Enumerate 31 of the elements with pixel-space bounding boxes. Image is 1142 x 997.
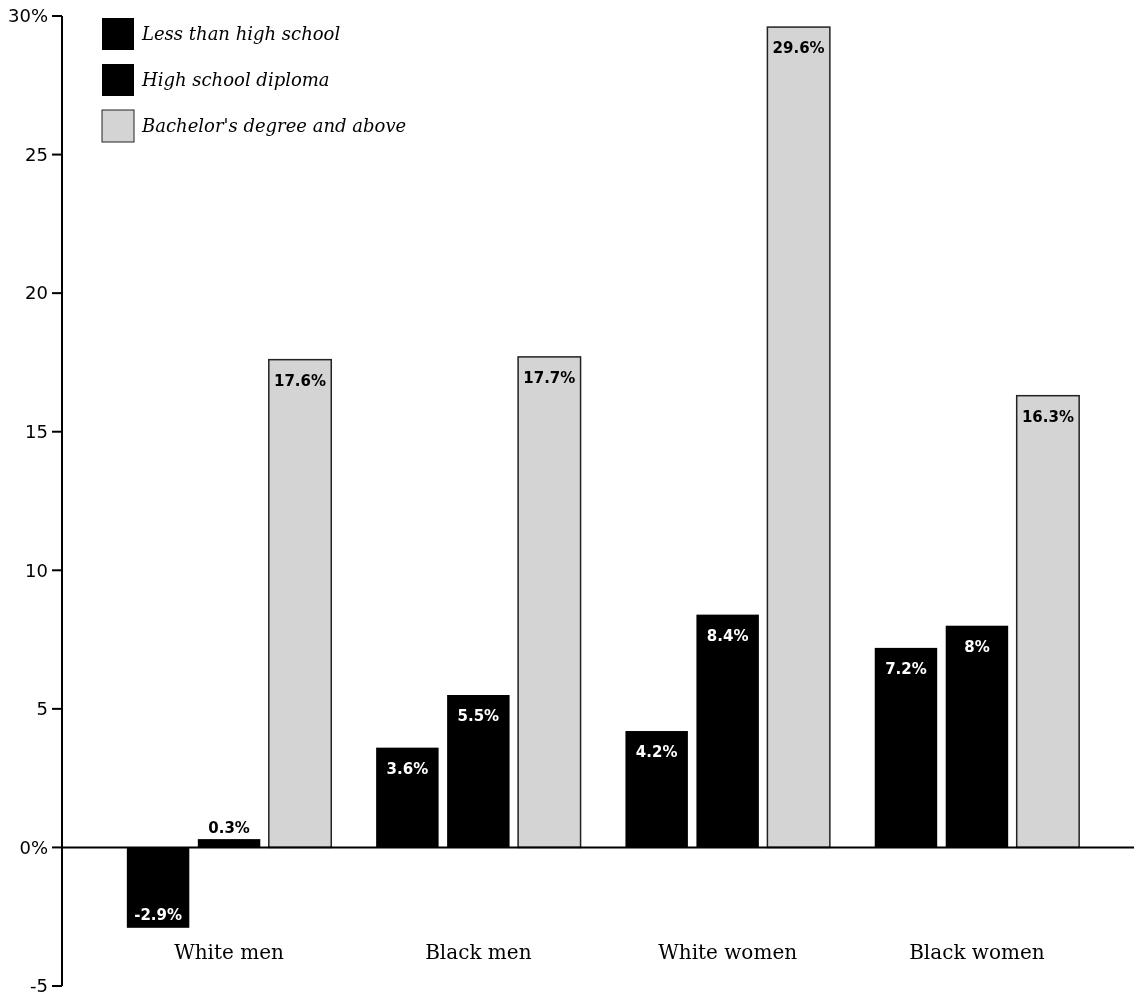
y-tick-label: 25 bbox=[25, 143, 48, 165]
data-label: 8% bbox=[964, 637, 990, 656]
bar bbox=[1015, 394, 1080, 849]
data-label: 17.6% bbox=[274, 371, 327, 390]
data-label: 5.5% bbox=[457, 707, 500, 725]
y-tick-label: -5 bbox=[30, 975, 48, 997]
data-label: 8.4% bbox=[706, 626, 749, 645]
y-tick-label: 10 bbox=[25, 559, 48, 581]
data-label: 16.3% bbox=[1021, 407, 1074, 426]
data-label: 3.6% bbox=[386, 759, 429, 778]
y-tick-label: 15 bbox=[25, 421, 48, 443]
data-label: 4.2% bbox=[635, 743, 678, 762]
data-label: 17.7% bbox=[523, 368, 576, 387]
y-tick-label: 5 bbox=[36, 698, 48, 720]
bar bbox=[766, 26, 831, 849]
x-tick-label: Black women bbox=[909, 940, 1045, 965]
legend-label: High school diploma bbox=[141, 69, 330, 91]
legend-label: Less than high school bbox=[141, 23, 341, 45]
y-tick-label: 20 bbox=[25, 282, 48, 304]
bar bbox=[517, 356, 582, 849]
x-tick-label: Black men bbox=[425, 940, 532, 965]
data-label: 29.6% bbox=[772, 39, 825, 58]
bar bbox=[268, 358, 333, 849]
legend-label: Bachelor's degree and above bbox=[141, 115, 407, 137]
data-label: -2.9% bbox=[134, 905, 182, 924]
y-tick-label: 30% bbox=[7, 5, 48, 27]
x-tick-label: White women bbox=[658, 940, 798, 965]
y-tick-label: 0% bbox=[19, 836, 48, 858]
x-tick-label: White men bbox=[174, 940, 285, 965]
data-label: 7.2% bbox=[885, 659, 927, 678]
data-label: 0.3% bbox=[208, 819, 250, 838]
